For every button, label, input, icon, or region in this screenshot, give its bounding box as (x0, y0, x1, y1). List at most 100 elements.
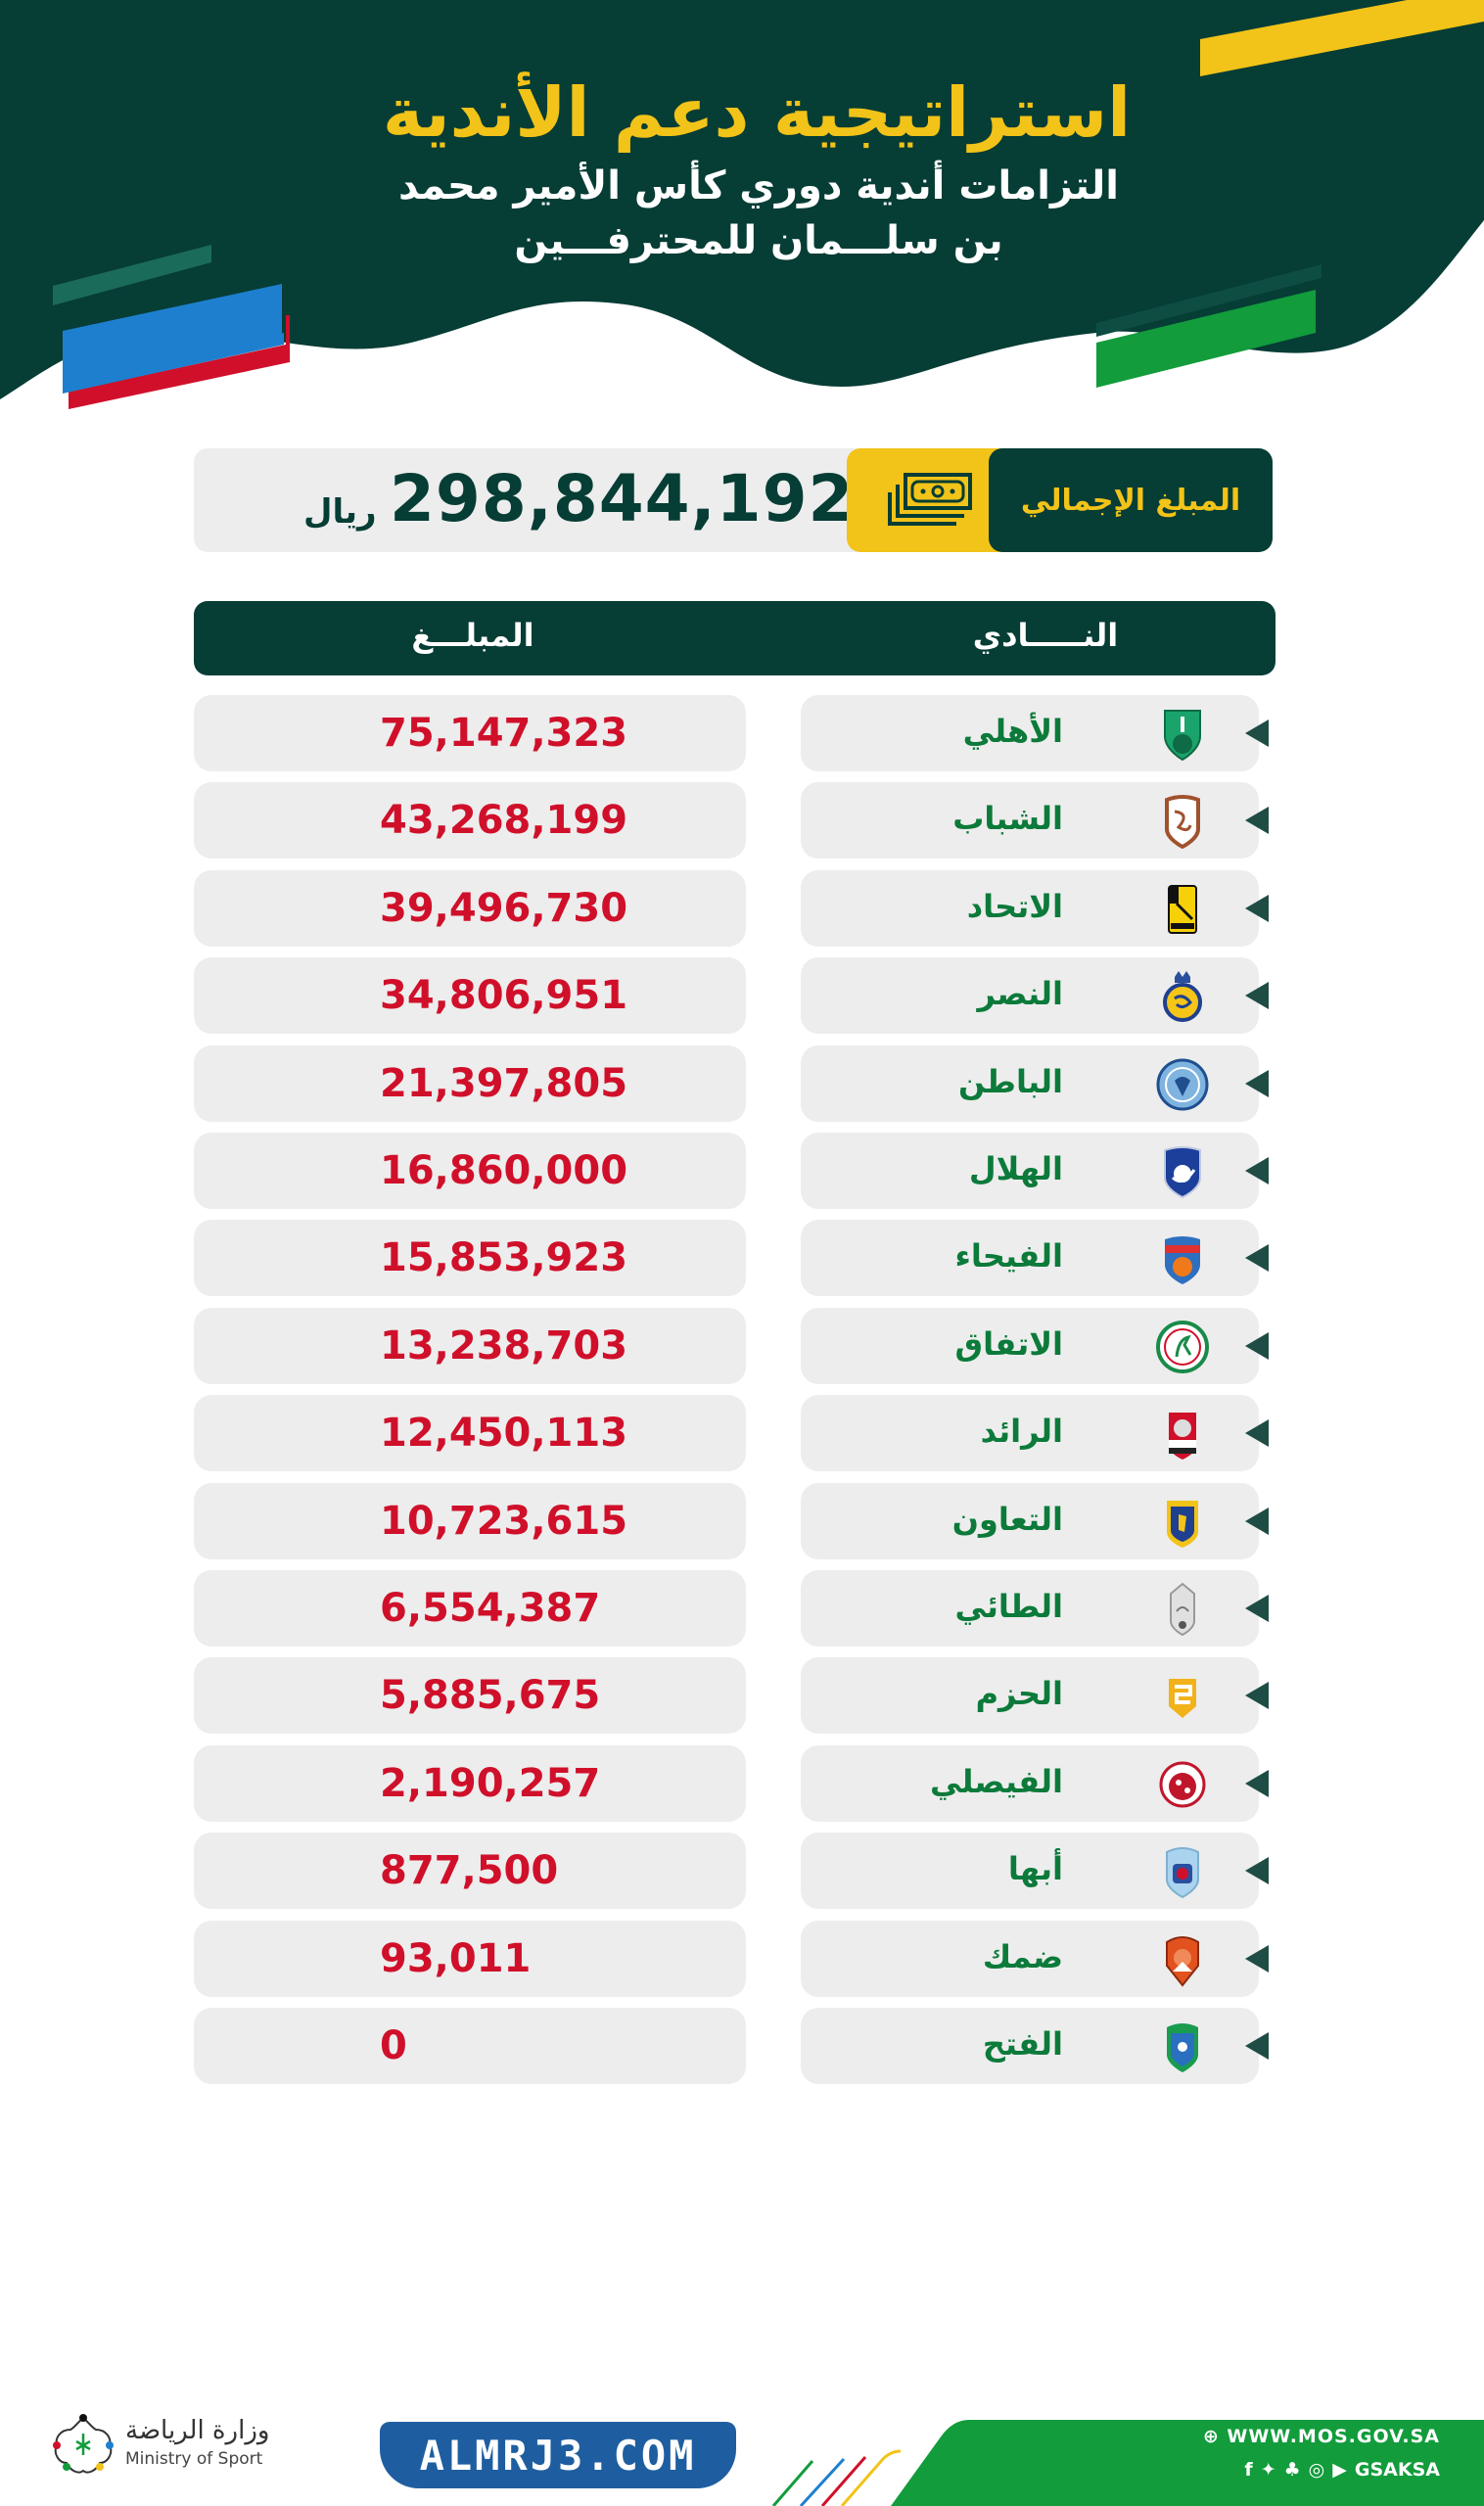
row-arrow-icon (1245, 2032, 1269, 2060)
club-logo-icon (1167, 2023, 1198, 2072)
club-name: الاتفاق (954, 1324, 1063, 1363)
website-link[interactable]: ⊕ WWW.MOS.GOV.SA (1203, 2426, 1440, 2447)
club-logo-icon (1169, 1679, 1196, 1719)
ministry-name-en: Ministry of Sport (125, 2449, 263, 2469)
amount-value: 15,853,923 (380, 1235, 628, 1281)
club-name: الطائي (954, 1588, 1063, 1625)
amount-value: 75,147,323 (380, 711, 628, 756)
club-name: التعاون (951, 1500, 1063, 1538)
club-logo-icon (1159, 1761, 1206, 1808)
social-handle: GSAKSA (1354, 2459, 1440, 2481)
club-name: النصر (977, 975, 1063, 1013)
amount-value: 16,860,000 (380, 1148, 628, 1193)
table-row: 93,011 ضمك (0, 1920, 1484, 1999)
table-row: 34,806,951 النصر (0, 957, 1484, 1036)
watermark-logo: ALMRJ3.COM (380, 2422, 736, 2488)
club-logo-icon (1165, 795, 1200, 850)
table-row: 39,496,730 الاتحاد (0, 869, 1484, 949)
amount-cell: 16,860,000 (194, 1133, 746, 1209)
club-name: أبها (1007, 1850, 1063, 1888)
page-title: استراتيجية دعم الأندية (382, 72, 1132, 153)
row-arrow-icon (1245, 807, 1269, 835)
table-row: 43,268,199 الشباب (0, 782, 1484, 860)
row-arrow-icon (1245, 1244, 1269, 1273)
row-arrow-icon (1245, 1157, 1269, 1184)
amount-cell: 12,450,113 (194, 1395, 746, 1472)
amount-value: 21,397,805 (380, 1060, 628, 1106)
facebook-icon[interactable]: f (1244, 2459, 1253, 2481)
social-links: f ✦ ♣ ◎ ▶ GSAKSA (1244, 2459, 1440, 2481)
amount-cell: 75,147,323 (194, 695, 746, 771)
row-arrow-icon (1245, 1595, 1269, 1622)
club-name: الحزم (975, 1675, 1063, 1713)
club-logo-icon (1156, 1320, 1209, 1373)
club-logo-icon (1168, 884, 1197, 934)
amount-value: 2,190,257 (380, 1760, 601, 1806)
table-row: 13,238,703 الاتفاق (0, 1307, 1484, 1386)
amount-cell: 21,397,805 (194, 1044, 746, 1122)
table-row: 0 الفتح (0, 2008, 1484, 2086)
amount-cell: 13,238,703 (194, 1307, 746, 1384)
row-arrow-icon (1245, 1331, 1269, 1360)
youtube-icon[interactable]: ▶ (1332, 2459, 1347, 2481)
table-row: 75,147,323 الأهلي (0, 695, 1484, 773)
row-arrow-icon (1245, 894, 1269, 922)
table-row: 16,860,000 الهلال (0, 1133, 1484, 1211)
row-arrow-icon (1245, 1419, 1269, 1448)
amount-cell: 5,885,675 (194, 1657, 746, 1735)
row-arrow-icon (1245, 1944, 1269, 1972)
row-arrow-icon (1245, 1069, 1269, 1097)
club-logo-icon (1167, 1500, 1198, 1548)
table-row: 21,397,805 الباطن (0, 1044, 1484, 1124)
club-logo-icon (1170, 1582, 1195, 1637)
club-name: الاتحاد (966, 887, 1063, 925)
amount-value: 34,806,951 (380, 973, 628, 1019)
club-name: الهلال (968, 1150, 1063, 1187)
amount-cell: 15,853,923 (194, 1220, 746, 1297)
instagram-icon[interactable]: ◎ (1308, 2459, 1325, 2481)
footer-decor-stripes (771, 2449, 901, 2506)
amount-value: 13,238,703 (380, 1323, 628, 1369)
total-value: 298,844,192 (390, 461, 855, 536)
column-header-club: النـــــادي (972, 617, 1119, 654)
row-arrow-icon (1245, 1857, 1269, 1885)
club-logo-icon (1164, 1146, 1201, 1199)
footer-green-panel (891, 2420, 1484, 2506)
row-arrow-icon (1245, 719, 1269, 747)
footer: وزارة الرياضة Ministry of Sport ALMRJ3.C… (0, 2389, 1484, 2506)
amount-value: 12,450,113 (380, 1411, 628, 1457)
row-arrow-icon (1245, 1507, 1269, 1535)
amount-cell: 93,011 (194, 1920, 746, 1997)
club-logo-icon (1166, 1847, 1199, 1899)
amount-value: 5,885,675 (380, 1673, 601, 1719)
table-row: 15,853,923 الفيحاء (0, 1220, 1484, 1298)
club-name: الفيحاء (954, 1237, 1063, 1276)
club-logo-icon (1164, 710, 1201, 762)
club-logo-icon (1169, 1413, 1196, 1461)
amount-value: 6,554,387 (380, 1586, 601, 1631)
total-amount-bar: ريال 298,844,192 المبلغ الإجمالي (194, 448, 1273, 552)
table-header: المبلـــغ النـــــادي (194, 601, 1275, 675)
page-subtitle: التزامات أندية دوري كأس الأمير محمد بن س… (398, 163, 1119, 263)
club-name: الفتح (982, 2025, 1063, 2063)
club-logo-icon (1163, 971, 1202, 1023)
amount-value: 877,500 (380, 1848, 559, 1894)
hero-background (0, 0, 1484, 409)
club-name: الرائد (980, 1413, 1063, 1451)
amount-value: 93,011 (380, 1935, 532, 1981)
twitter-icon[interactable]: ✦ (1260, 2459, 1276, 2481)
amount-cell: 6,554,387 (194, 1570, 746, 1647)
website-url: WWW.MOS.GOV.SA (1227, 2426, 1440, 2447)
club-logo-icon (1165, 1236, 1200, 1285)
snapchat-icon[interactable]: ♣ (1283, 2459, 1301, 2481)
money-stack-icon (888, 473, 972, 526)
total-value-box: ريال 298,844,192 (194, 448, 879, 552)
table-row: 6,554,387 الطائي (0, 1570, 1484, 1648)
club-logo-icon (1156, 1058, 1209, 1111)
amount-cell: 10,723,615 (194, 1482, 746, 1559)
amount-value: 39,496,730 (380, 885, 628, 931)
table-row: 10,723,615 التعاون (0, 1482, 1484, 1561)
table-row: 12,450,113 الرائد (0, 1395, 1484, 1473)
amount-value: 10,723,615 (380, 1498, 628, 1544)
amount-cell: 0 (194, 2008, 746, 2084)
